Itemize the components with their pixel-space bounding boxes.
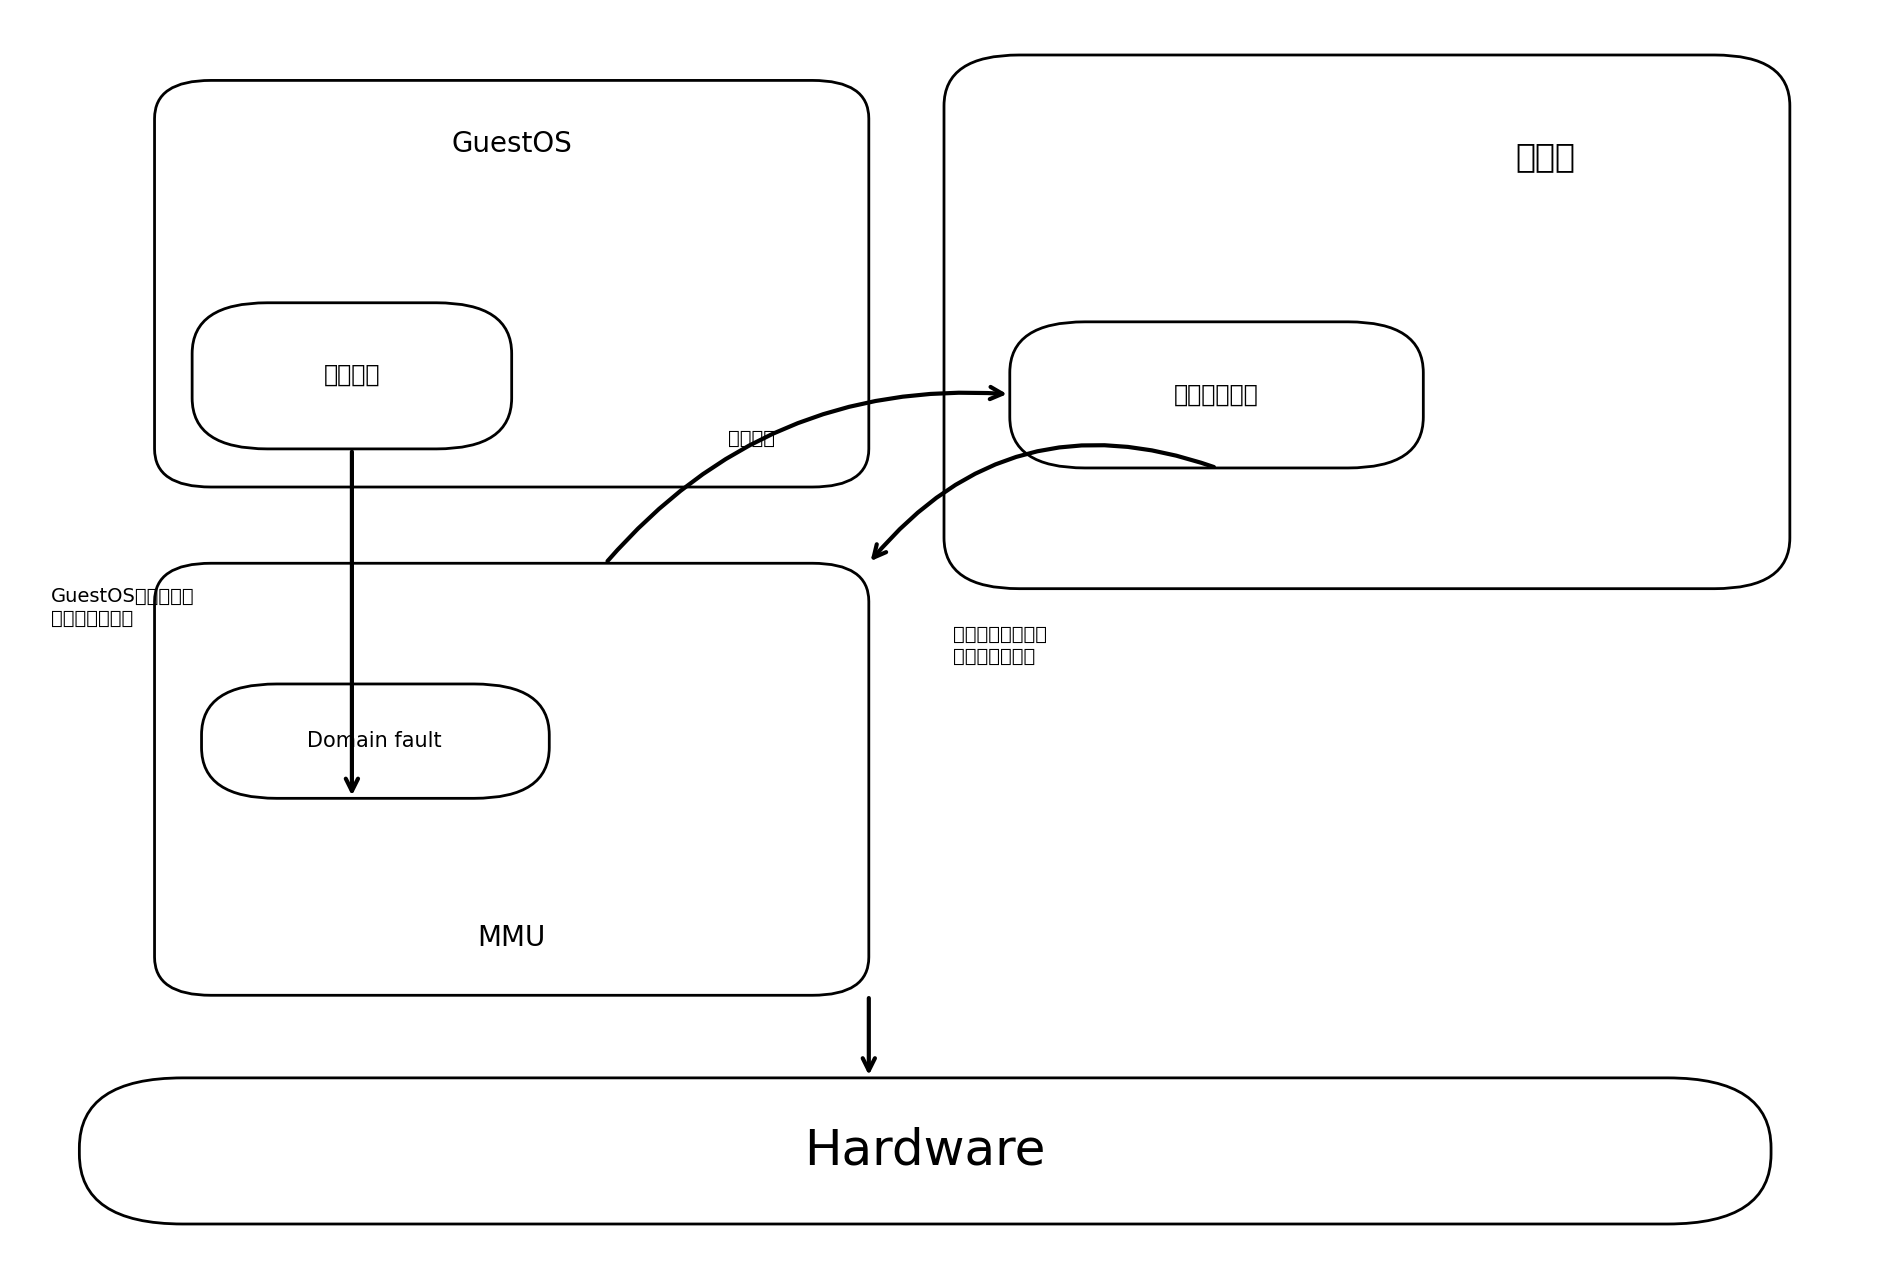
FancyBboxPatch shape xyxy=(79,1078,1771,1224)
Text: 外设驱动: 外设驱动 xyxy=(323,363,379,388)
Text: 数据异常: 数据异常 xyxy=(729,430,774,448)
Text: 数据异常处理: 数据异常处理 xyxy=(1174,382,1259,407)
FancyBboxPatch shape xyxy=(1010,322,1424,468)
Text: MMU: MMU xyxy=(478,925,546,952)
Text: Hardware: Hardware xyxy=(804,1127,1046,1174)
Text: Domain fault: Domain fault xyxy=(308,732,442,751)
Text: GuestOS: GuestOS xyxy=(451,130,572,157)
Text: 虚拟机: 虚拟机 xyxy=(1516,141,1575,173)
FancyBboxPatch shape xyxy=(202,684,549,798)
Text: 虚拟机地址空间内
对应的外设地址: 虚拟机地址空间内 对应的外设地址 xyxy=(953,625,1048,666)
FancyBboxPatch shape xyxy=(155,81,868,487)
FancyBboxPatch shape xyxy=(155,563,868,995)
FancyBboxPatch shape xyxy=(193,303,512,449)
FancyBboxPatch shape xyxy=(944,55,1790,588)
Text: GuestOS地址空间内
对应的外设地址: GuestOS地址空间内 对应的外设地址 xyxy=(51,587,194,628)
